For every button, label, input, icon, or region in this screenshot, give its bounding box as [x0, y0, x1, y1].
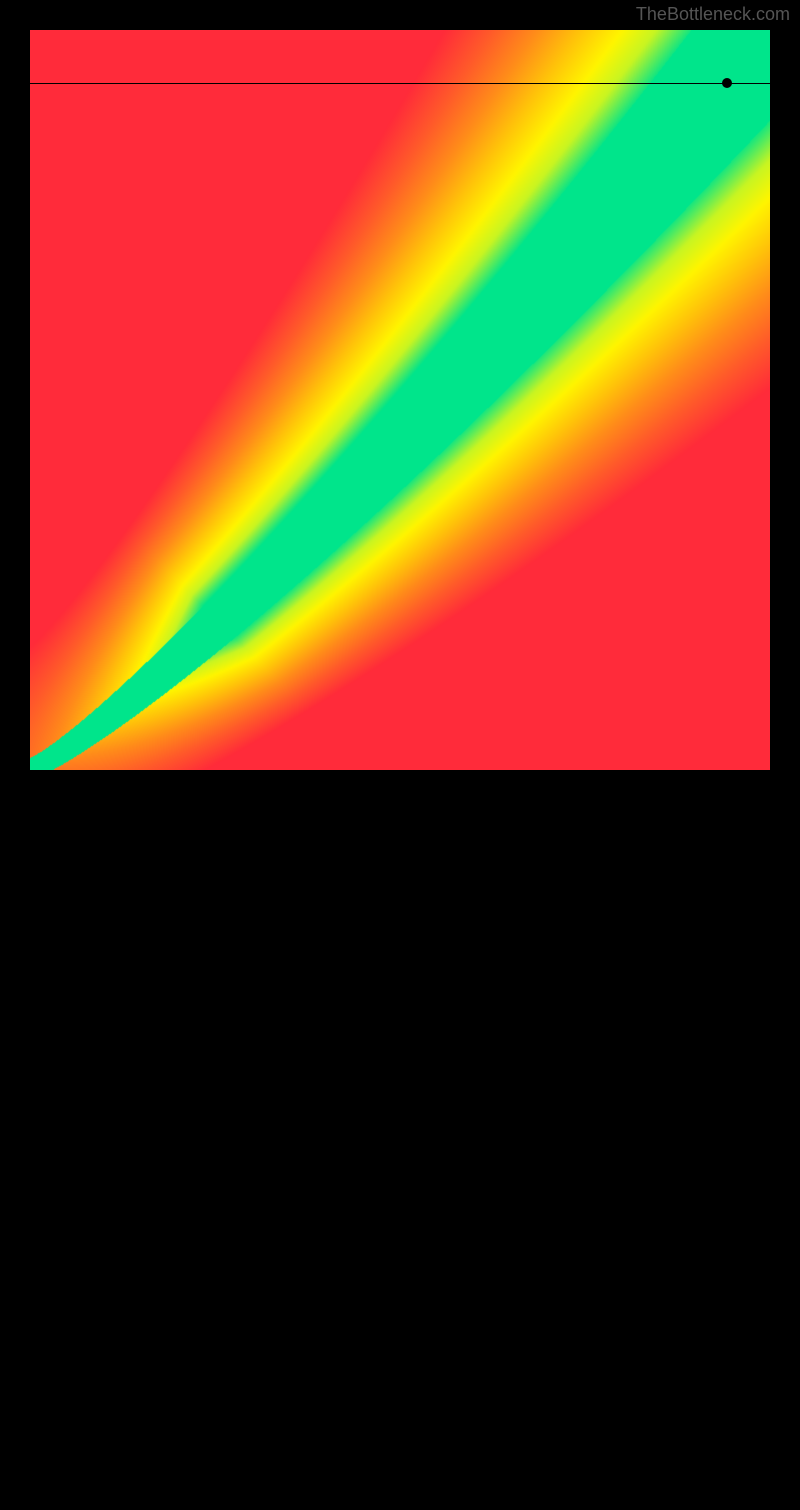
crosshair-marker	[722, 78, 732, 88]
bottleneck-heatmap	[30, 30, 770, 770]
crosshair-vertical	[727, 770, 728, 1510]
watermark: TheBottleneck.com	[636, 4, 790, 25]
crosshair-horizontal	[30, 83, 770, 84]
heatmap-canvas	[30, 30, 770, 770]
